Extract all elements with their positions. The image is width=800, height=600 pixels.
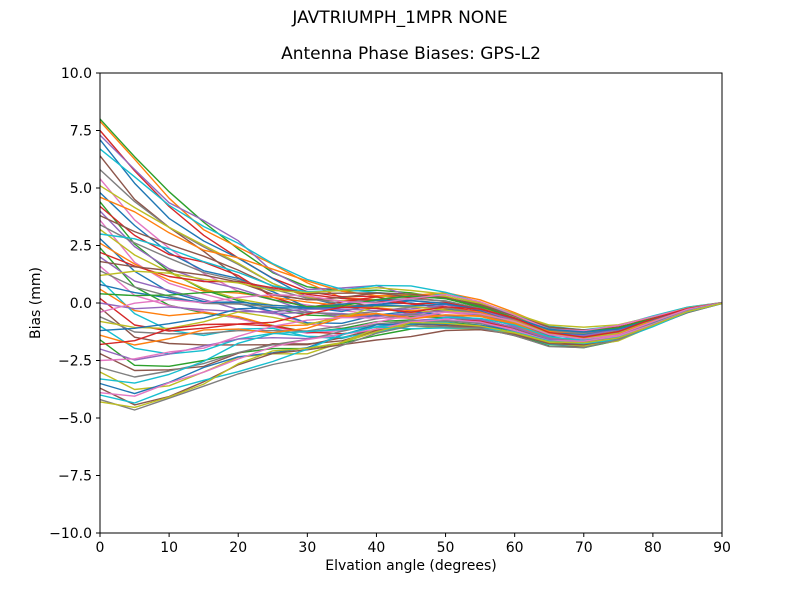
series-line bbox=[99, 302, 723, 397]
series-line bbox=[99, 302, 723, 411]
x-tick-label: 80 bbox=[644, 540, 662, 556]
y-tick-label: 2.5 bbox=[70, 239, 92, 255]
x-tick-label: 90 bbox=[713, 540, 731, 556]
series-line bbox=[99, 290, 723, 333]
x-axis-label: Elvation angle (degrees) bbox=[325, 558, 497, 574]
x-tick-label: 70 bbox=[575, 540, 593, 556]
series-lines-group bbox=[99, 118, 723, 411]
x-tick-label: 10 bbox=[160, 540, 178, 556]
y-tick-label: −5.0 bbox=[58, 411, 92, 427]
series-line bbox=[99, 302, 723, 362]
x-tick-label: 40 bbox=[368, 540, 386, 556]
axes-title: Antenna Phase Biases: GPS-L2 bbox=[281, 44, 541, 64]
ticks-group: 0 10 20 30 40 50 60 70 80 90 10.0 7.5 5.0 2.5 0.0 −2.5 −… bbox=[49, 66, 731, 556]
y-tick-label: 7.5 bbox=[70, 124, 92, 140]
y-tick-label: −2.5 bbox=[58, 354, 92, 370]
y-tick-label: 0.0 bbox=[70, 296, 92, 312]
x-tick-label: 20 bbox=[229, 540, 247, 556]
series-line bbox=[99, 302, 723, 409]
series-line bbox=[99, 302, 723, 339]
x-tick-label: 30 bbox=[298, 540, 316, 556]
series-line bbox=[99, 302, 723, 406]
figure-title: JAVTRIUMPH_1MPR NONE bbox=[292, 8, 508, 28]
series-line bbox=[99, 293, 723, 332]
series-line bbox=[99, 130, 723, 337]
y-tick-label: 10.0 bbox=[61, 66, 92, 82]
series-line bbox=[99, 302, 723, 346]
x-tick-label: 60 bbox=[506, 540, 524, 556]
x-tick-label: 50 bbox=[437, 540, 455, 556]
series-line bbox=[99, 302, 723, 333]
x-tick-label: 0 bbox=[96, 540, 105, 556]
y-tick-label: −10.0 bbox=[49, 526, 92, 542]
y-tick-label: −7.5 bbox=[58, 469, 92, 485]
y-tick-label: 5.0 bbox=[70, 181, 92, 197]
